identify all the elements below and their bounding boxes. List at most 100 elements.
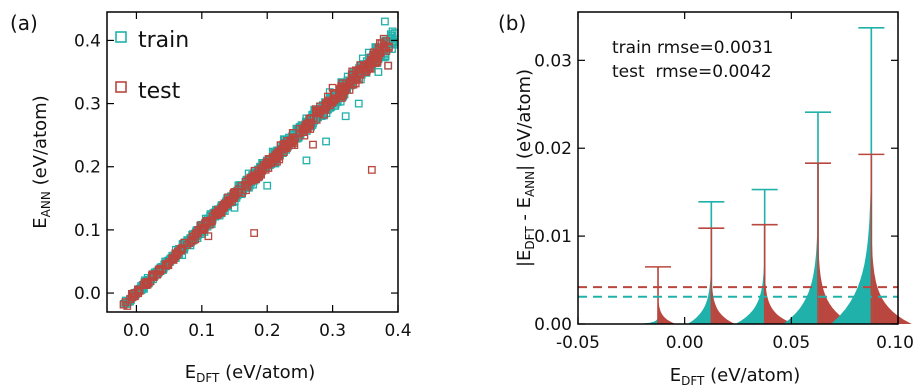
scatter-point-test [338,83,346,91]
y-tick-label-b: 0.02 [534,139,572,159]
scatter-point-test [362,66,371,75]
scatter-point-test [208,212,217,221]
scatter-point-test [352,75,361,84]
scatter-point-test [187,237,196,246]
plot-frame-b [577,11,899,325]
outlier-point-test [367,165,376,174]
x-axis-label-b: EDFT (eV/atom) [670,365,801,385]
scatter-point-test [199,226,207,234]
scatter-point-test [368,55,377,64]
scatter-point-test [287,140,296,149]
violin-train [783,112,818,324]
scatter-point-test [340,87,349,95]
legend-marker-train [115,31,127,43]
scatter-point-test [254,172,263,181]
x-tick-label-a: 0.1 [188,321,215,341]
scatter-points [119,17,399,310]
annotation-train-rmse: train rmse=0.0031 [612,38,773,58]
y-tick-label-b: 0.03 [534,51,572,71]
legend-marker-test [115,81,127,93]
scatter-point-test [250,174,259,183]
scatter-point-test [355,65,364,74]
x-tick-label-a: 0.3 [319,321,346,341]
outlier-point-test [384,61,393,70]
x-tick-label-b: 0.10 [876,333,914,353]
scatter-point-test [130,289,139,297]
y-tick-label-a: 0.3 [74,95,101,115]
y-tick-label-a: 0.2 [74,158,101,178]
y-tick-label-b: 0.01 [534,227,572,247]
scatter-point-test [243,182,252,191]
legend: train test [115,28,189,104]
legend-label-train: train [138,28,189,53]
violin-train [687,201,712,324]
panel-a: (a) 0.0 0.1 0.2 0.3 0.4 0.0 0.1 0.2 0.3 0.4 train… [10,11,412,385]
panel-b: (b) -0.05 0.00 0.05 0.100.000.010.020.03 tr… [498,11,914,385]
outlier-point-test [250,229,259,237]
outlier-point-test [328,83,337,92]
scatter-point-test [321,106,330,114]
outlier-point-test [204,232,213,241]
outlier-point-train [354,99,363,108]
y-tick-label-a: 0.0 [74,284,101,304]
outlier-point-train [263,181,272,190]
scatter-point-test [128,293,137,302]
scatter-point-test [382,37,391,46]
scatter-point-test [330,96,339,105]
y-axis-label-a: EANN (eV/atom) [30,95,53,228]
scatter-point-test [325,98,334,107]
scatter-point-test [312,115,321,124]
scatter-point-test [366,58,375,67]
y-tick-label-a: 0.4 [74,31,101,51]
scatter-point-test [149,273,158,282]
scatter-point-test [126,295,134,304]
y-axis-label-b: |EDFT - EANN| (eV/atom) [514,69,537,267]
x-tick-label-b: 0.00 [666,333,704,353]
violin-test [764,224,794,324]
scatter-point-test [374,43,383,52]
scatter-point-test [171,249,180,258]
scatter-point-test [156,264,164,273]
scatter-point-test [213,210,221,219]
violins [638,27,912,325]
scatter-point-test [230,194,239,203]
scatter-point-test [119,300,128,309]
x-tick-label-a: 0.2 [254,321,281,341]
plot-frame-a [106,11,399,313]
scatter-point-test [143,280,152,289]
violin-train [830,27,872,325]
annotation-test-rmse: test rmse=0.0042 [612,62,772,82]
scatter-point-test [307,115,315,123]
legend-label-test: test [138,79,181,104]
x-tick-label-b: 0.05 [772,333,810,353]
scatter-point-test [379,42,388,51]
outlier-point-train [341,112,350,121]
violin-test [711,228,735,324]
scatter-point-test [217,208,226,217]
scatter-point-train [388,32,397,41]
rmse-lines [578,286,898,298]
scatter-point-train [388,27,397,36]
axis-ticks-a: 0.0 0.1 0.2 0.3 0.4 0.0 0.1 0.2 0.3 0.4 [74,12,412,341]
outlier-point-test [309,140,317,149]
scatter-point-test [274,148,283,157]
panel-a-label: (a) [10,11,38,35]
outlier-point-train [302,156,311,165]
x-tick-label-b: -0.05 [556,333,600,353]
scatter-point-test [263,160,271,169]
x-tick-label-a: 0.0 [123,321,150,341]
panel-b-label: (b) [498,11,526,35]
outlier-point-train [381,17,389,26]
scatter-point-test [345,85,354,94]
scatter-point-test [194,226,202,235]
scatter-point-test [286,136,295,145]
violin-whiskers [645,27,885,324]
axis-ticks-b: -0.05 0.00 0.05 0.100.000.010.020.03 [534,12,914,353]
outlier-point-train [374,68,383,76]
violin-train [638,310,658,324]
scatter-point-test [273,149,281,158]
scatter-point-test [163,260,172,269]
violin-train [735,189,765,324]
scatter-point-test [178,244,187,253]
